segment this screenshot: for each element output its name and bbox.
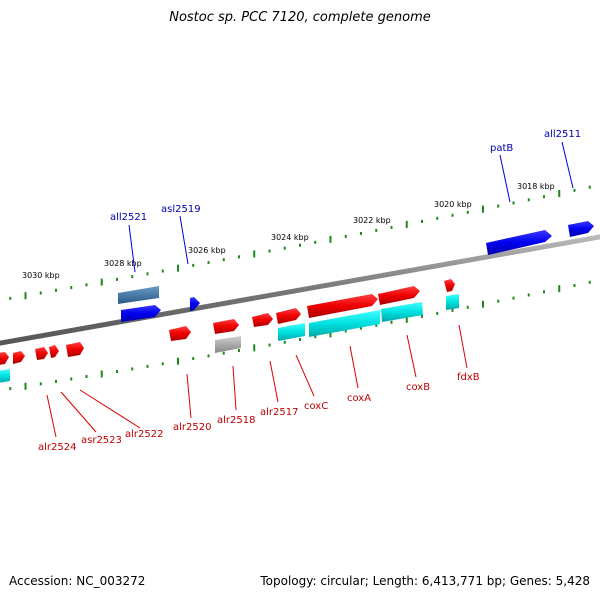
- leader-alr2520: [186, 373, 192, 419]
- gene-left-edge-red[interactable]: [0, 352, 9, 365]
- gene-fdxB-cyan-feature[interactable]: [446, 294, 459, 310]
- gene-coxA-feature[interactable]: [307, 294, 378, 318]
- tick-label-3024: 3024 kbp: [271, 233, 309, 242]
- leader-all2511: [561, 141, 574, 189]
- leader-asr2523: [60, 391, 97, 433]
- genome-summary-text: Topology: circular; Length: 6,413,771 bp…: [260, 574, 590, 588]
- gene-label-alr2518[interactable]: alr2518: [217, 415, 255, 426]
- leader-alr2517: [269, 360, 279, 403]
- gene-coxB-cyan-feature[interactable]: [381, 302, 423, 322]
- bottom-tick-row: [9, 280, 591, 391]
- leader-coxB: [406, 334, 417, 378]
- bottom-leader-lines: [46, 324, 468, 438]
- leader-alr2518: [232, 365, 237, 411]
- gene-alr2522-feature[interactable]: [66, 342, 84, 357]
- map-title: Nostoc sp. PCC 7120, complete genome: [169, 10, 431, 25]
- leader-alr2524: [46, 394, 57, 438]
- tick-label-3030: 3030 kbp: [22, 271, 60, 280]
- gene-label-alr2520[interactable]: alr2520: [173, 422, 211, 433]
- gene-label-alr2524[interactable]: alr2524: [38, 442, 76, 453]
- gene-label-asl2519[interactable]: asl2519: [161, 204, 201, 215]
- leader-asl2519: [179, 215, 189, 265]
- gene-label-fdxB[interactable]: fdxB: [457, 372, 480, 383]
- gene-all2521-lower-feature[interactable]: [121, 305, 161, 322]
- tick-label-3018: 3018 kbp: [517, 182, 555, 191]
- gene-all2521-feature[interactable]: [118, 286, 159, 304]
- leader-fdxB: [458, 324, 468, 369]
- gene-patB-feature[interactable]: [486, 230, 552, 255]
- leader-coxC: [295, 354, 315, 397]
- leader-alr2522: [79, 389, 141, 429]
- top-strand-genes: [118, 221, 594, 322]
- gene-label-all2511[interactable]: all2511: [544, 129, 581, 140]
- gene-label-coxB[interactable]: coxB: [406, 382, 430, 393]
- gene-left-edge-cyan[interactable]: [0, 369, 10, 383]
- gene-asr2523-feature[interactable]: [49, 345, 59, 358]
- leader-all2521: [128, 224, 136, 273]
- tick-label-3026: 3026 kbp: [188, 246, 226, 255]
- gene-label-coxC[interactable]: coxC: [304, 401, 328, 412]
- gene-coxC-feature[interactable]: [276, 308, 301, 324]
- gene-fdxB-feature[interactable]: [444, 279, 455, 292]
- gene-alr2524-feature[interactable]: [35, 347, 48, 360]
- gene-asl2519-feature[interactable]: [190, 297, 200, 311]
- top-tick-row: [9, 185, 591, 300]
- leader-patB: [499, 154, 511, 203]
- accession-text: Accession: NC_003272: [9, 574, 146, 588]
- tick-label-3020: 3020 kbp: [434, 200, 472, 209]
- top-leader-lines: [128, 141, 574, 273]
- leader-coxA: [349, 345, 359, 389]
- gene-alr2520-feature[interactable]: [169, 326, 191, 341]
- gene-coxB-feature[interactable]: [378, 286, 420, 305]
- genome-backbone: [0, 234, 600, 346]
- gene-alr2518-feature[interactable]: [213, 319, 239, 334]
- gene-label-asr2523[interactable]: asr2523: [81, 435, 122, 446]
- gene-coxA-cyan-feature[interactable]: [309, 310, 380, 337]
- gene-label-patB[interactable]: patB: [490, 143, 513, 154]
- gene-all2511-feature[interactable]: [568, 221, 594, 237]
- gene-coxC-cyan-feature[interactable]: [278, 323, 305, 341]
- gene-alr2518-gray-feature[interactable]: [215, 336, 241, 353]
- gene-label-all2521[interactable]: all2521: [110, 212, 147, 223]
- gene-label-alr2522[interactable]: alr2522: [125, 429, 163, 440]
- gene-label-coxA[interactable]: coxA: [347, 393, 371, 404]
- gene-label-alr2517[interactable]: alr2517: [260, 407, 298, 418]
- bottom-strand-genes: [0, 279, 459, 383]
- gene-alr2517-feature[interactable]: [252, 313, 273, 327]
- gene-alr2524-small-feature[interactable]: [13, 351, 25, 364]
- tick-label-3028: 3028 kbp: [104, 259, 142, 268]
- tick-label-3022: 3022 kbp: [353, 216, 391, 225]
